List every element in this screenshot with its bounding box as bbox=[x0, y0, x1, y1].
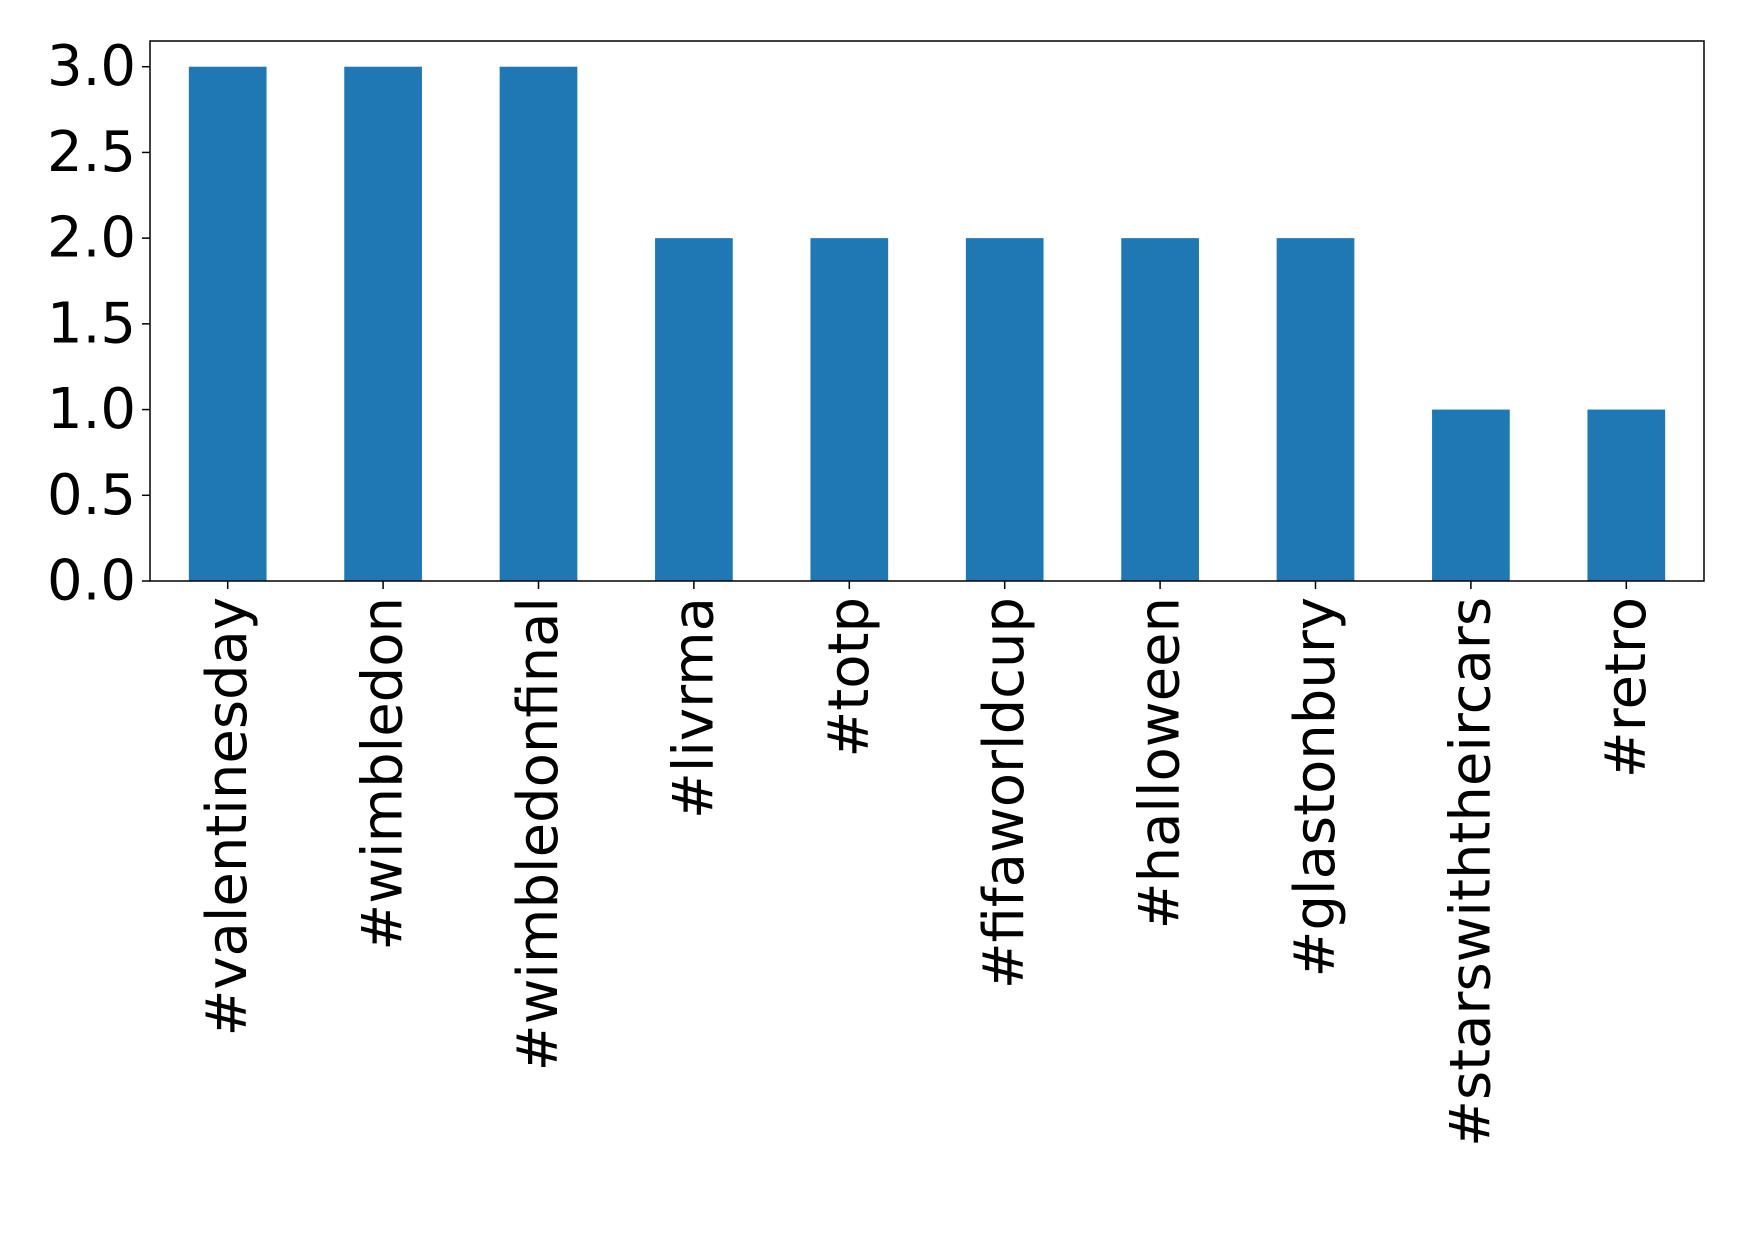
y-tick-label: 3.0 bbox=[47, 34, 136, 99]
y-tick-label: 2.0 bbox=[47, 206, 136, 271]
y-tick-label: 1.0 bbox=[47, 377, 136, 442]
bar-halloween bbox=[1121, 238, 1199, 581]
plot-frame bbox=[149, 40, 1705, 582]
x-tick-label-totp: #totp bbox=[817, 597, 882, 758]
x-tick-label-wimbledon: #wimbledon bbox=[351, 597, 416, 951]
x-tick-label-starswiththeircars: #starswiththeircars bbox=[1438, 597, 1503, 1147]
x-tick-label-wimbledonfinal: #wimbledonfinal bbox=[506, 597, 571, 1071]
bar-valentinesday bbox=[188, 66, 267, 581]
x-tick-label-halloween: #halloween bbox=[1128, 597, 1193, 929]
bar-totp bbox=[810, 238, 889, 581]
y-tick-label: 0.5 bbox=[47, 463, 136, 528]
x-tick-label-retro: #retro bbox=[1594, 597, 1659, 778]
y-tick-label: 1.5 bbox=[47, 291, 136, 356]
x-axis: #valentinesday #wimbledon #wimbledonfinal #… bbox=[195, 581, 1659, 1147]
bar-wimbledonfinal bbox=[499, 66, 578, 581]
bar-fifaworldcup bbox=[965, 238, 1044, 581]
x-tick-label-fifaworldcup: #fifaworldcup bbox=[972, 597, 1037, 989]
bar-retro bbox=[1587, 409, 1666, 581]
bars-layer bbox=[188, 66, 1666, 581]
bar-wimbledon bbox=[344, 66, 422, 581]
y-tick-label: 2.5 bbox=[47, 120, 136, 185]
y-tick-label: 0.0 bbox=[47, 549, 136, 614]
y-axis: 0.0 0.5 1.0 1.5 2.0 2.5 3.0 bbox=[47, 34, 150, 614]
x-tick-label-glastonbury: #glastonbury bbox=[1283, 597, 1348, 977]
x-tick-label-valentinesday: #valentinesday bbox=[195, 597, 260, 1037]
bar-starswiththeircars bbox=[1432, 409, 1510, 581]
bar-livrma bbox=[655, 238, 733, 581]
x-tick-label-livrma: #livrma bbox=[661, 597, 726, 819]
bar-glastonbury bbox=[1276, 238, 1355, 581]
